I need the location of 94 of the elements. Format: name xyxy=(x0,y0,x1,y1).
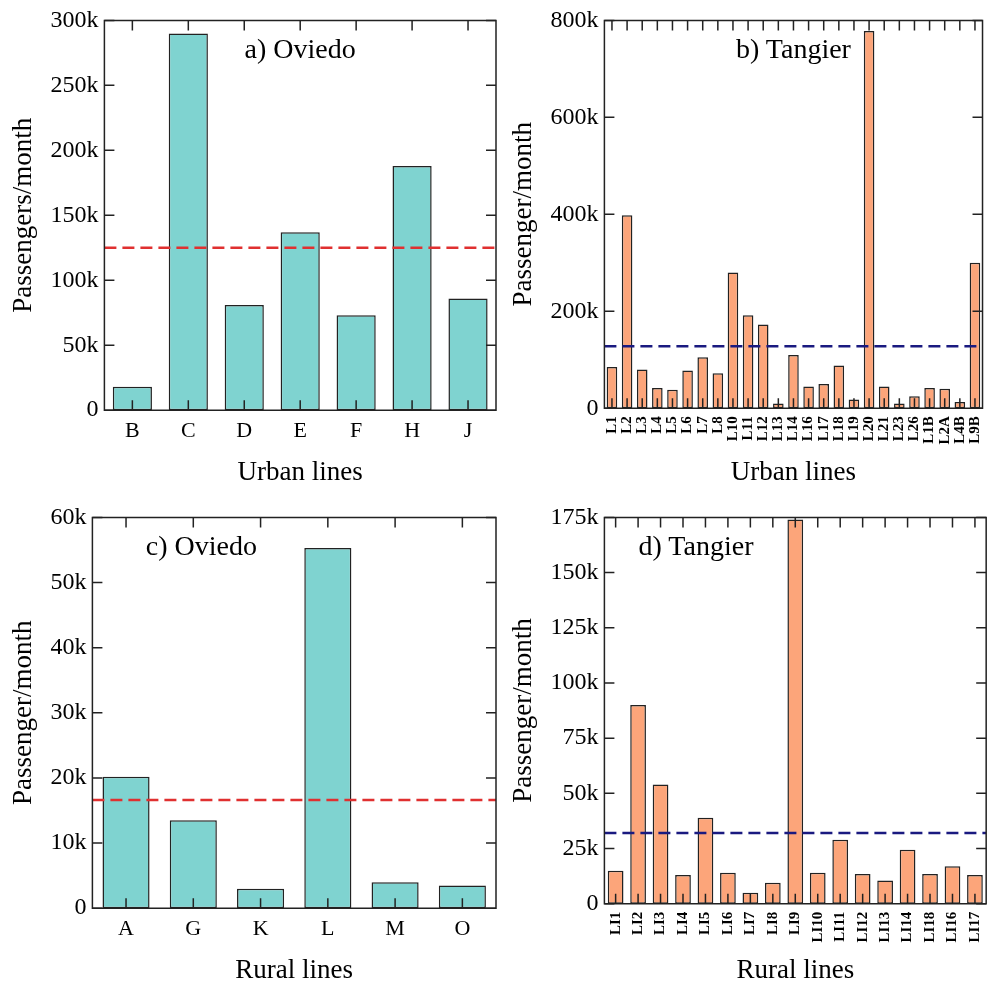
y-tick-label: 0 xyxy=(586,393,599,420)
x-tick-label: L20 xyxy=(859,416,876,442)
x-tick-label: L23 xyxy=(890,416,907,442)
x-tick-label: LI7 xyxy=(741,911,758,936)
x-tick-label: E xyxy=(293,417,307,443)
x-tick-label: L4B xyxy=(950,416,967,444)
y-tick-label: 300k xyxy=(50,5,99,32)
x-tick-label: L19 xyxy=(844,416,861,442)
x-tick-label: LI5 xyxy=(696,911,713,936)
x-tick-label: L7 xyxy=(693,415,710,434)
x-tick-label: L26 xyxy=(905,415,922,442)
y-tick-label: 400k xyxy=(550,199,599,226)
y-tick-label: 125k xyxy=(550,613,599,640)
y-axis-title: Passengers/month xyxy=(7,117,38,313)
y-tick-label: 175k xyxy=(550,502,599,529)
x-tick-label: L3 xyxy=(633,416,650,434)
x-tick-label: M xyxy=(385,915,405,941)
y-tick-label: 0 xyxy=(74,893,87,920)
x-axis-title: Rural lines xyxy=(736,953,855,984)
x-tick-label: LI8 xyxy=(763,911,780,936)
x-tick-label: LI10 xyxy=(808,911,825,943)
x-axis-title: Rural lines xyxy=(235,953,354,984)
x-tick-label: LI18 xyxy=(920,911,937,943)
x-tick-label: K xyxy=(252,915,269,941)
x-tick-label: LI2 xyxy=(628,911,645,936)
y-tick-label: 100k xyxy=(550,668,599,695)
y-tick-label: 20k xyxy=(50,763,87,790)
y-tick-label: 50k xyxy=(62,330,99,357)
x-tick-label: L18 xyxy=(829,416,846,442)
y-tick-label: 200k xyxy=(550,296,599,323)
x-tick-label: B xyxy=(125,417,140,443)
x-tick-label: L10 xyxy=(723,416,740,442)
y-tick-label: 50k xyxy=(562,778,599,805)
x-tick-label: L2 xyxy=(617,416,634,434)
x-tick-label: LI16 xyxy=(943,911,960,943)
chart-title: c) Oviedo xyxy=(145,529,257,561)
x-tick-label: O xyxy=(454,915,471,941)
chart-title: d) Tangier xyxy=(638,529,755,561)
x-tick-label: L12 xyxy=(754,416,771,442)
x-tick-label: L8 xyxy=(708,416,725,434)
x-tick-label: LI12 xyxy=(853,911,870,943)
x-tick-label: L17 xyxy=(814,415,831,442)
x-tick-label: L1 xyxy=(602,416,619,434)
x-tick-label: L13 xyxy=(769,416,786,442)
y-tick-label: 50k xyxy=(50,567,87,594)
y-axis-title: Passenger/month xyxy=(507,121,538,307)
y-tick-label: 150k xyxy=(50,200,99,227)
y-tick-label: 60k xyxy=(50,502,87,529)
x-tick-label: LI11 xyxy=(831,911,848,942)
x-tick-label: LI9 xyxy=(786,911,803,936)
x-tick-label: L1B xyxy=(920,416,937,444)
x-tick-label: LI3 xyxy=(651,911,668,936)
x-tick-label: L9B xyxy=(965,416,982,444)
x-tick-label: LI6 xyxy=(718,911,735,936)
x-axis-title: Urban lines xyxy=(730,455,857,486)
y-tick-label: 25k xyxy=(562,833,599,860)
x-tick-label: LI13 xyxy=(875,911,892,943)
y-tick-label: 40k xyxy=(50,632,87,659)
y-tick-label: 10k xyxy=(50,828,87,855)
y-tick-label: 30k xyxy=(50,698,87,725)
x-tick-label: L2A xyxy=(935,416,952,445)
x-tick-label: L21 xyxy=(875,416,892,442)
x-tick-label: LI14 xyxy=(898,911,915,943)
x-tick-label: L4 xyxy=(648,415,665,434)
x-tick-label: LI17 xyxy=(965,911,982,943)
chart-title: a) Oviedo xyxy=(244,32,356,64)
x-tick-label: J xyxy=(463,417,473,443)
y-tick-label: 150k xyxy=(550,557,599,584)
x-tick-label: A xyxy=(118,915,135,941)
y-tick-label: 250k xyxy=(50,70,99,97)
x-tick-label: H xyxy=(404,417,421,443)
x-tick-label: L6 xyxy=(678,415,695,434)
x-axis-title: Urban lines xyxy=(237,455,363,486)
chart-title: b) Tangier xyxy=(735,32,852,64)
x-tick-label: F xyxy=(350,417,363,443)
y-tick-label: 100k xyxy=(50,265,99,292)
x-tick-label: LI1 xyxy=(606,911,623,936)
y-tick-label: 800k xyxy=(550,5,599,32)
y-axis-title: Passenger/month xyxy=(507,617,538,803)
x-tick-label: D xyxy=(236,417,253,443)
x-tick-label: L16 xyxy=(799,415,816,442)
x-tick-label: L14 xyxy=(784,415,801,442)
x-tick-label: L5 xyxy=(663,416,680,434)
x-tick-label: G xyxy=(185,915,202,941)
x-tick-label: L xyxy=(321,915,335,941)
y-tick-label: 0 xyxy=(86,395,99,422)
y-tick-label: 0 xyxy=(586,889,599,916)
y-tick-label: 600k xyxy=(550,102,599,129)
y-tick-label: 200k xyxy=(50,135,99,162)
y-axis-title: Passenger/month xyxy=(7,620,38,806)
x-tick-label: C xyxy=(180,417,196,443)
y-tick-label: 75k xyxy=(562,723,599,750)
x-tick-label: L11 xyxy=(738,416,755,441)
x-tick-label: LI4 xyxy=(673,911,690,936)
